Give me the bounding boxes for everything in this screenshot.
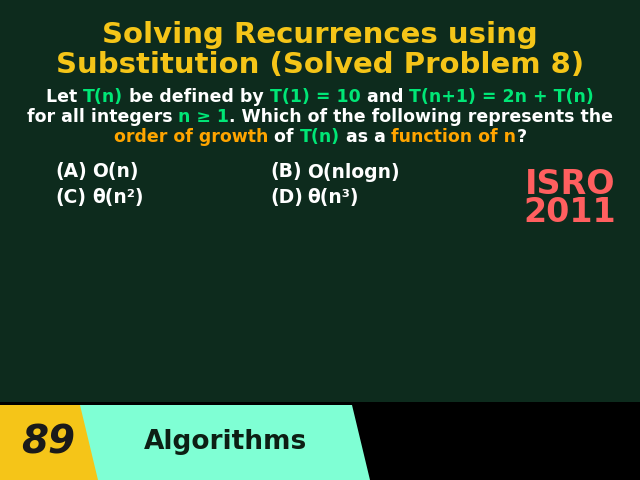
Text: Let: Let: [46, 88, 83, 106]
Text: T(n): T(n): [300, 128, 339, 146]
Text: as a: as a: [339, 128, 392, 146]
Text: ?: ?: [516, 128, 527, 146]
Polygon shape: [80, 405, 370, 480]
Text: 89: 89: [21, 423, 75, 461]
Text: T(1) = 10: T(1) = 10: [270, 88, 361, 106]
Text: θ(n²): θ(n²): [92, 188, 143, 206]
Text: (B): (B): [270, 163, 301, 181]
Text: θ(n³): θ(n³): [307, 188, 358, 206]
Text: O(n): O(n): [92, 163, 138, 181]
Text: Substitution (Solved Problem 8): Substitution (Solved Problem 8): [56, 51, 584, 79]
Text: . Which of the following represents the: . Which of the following represents the: [229, 108, 613, 126]
Text: Algorithms: Algorithms: [143, 429, 307, 455]
Text: order of growth: order of growth: [113, 128, 268, 146]
Text: 2011: 2011: [524, 195, 616, 228]
Text: n ≥ 1: n ≥ 1: [179, 108, 229, 126]
Text: (D): (D): [270, 188, 303, 206]
Text: and: and: [361, 88, 410, 106]
Text: be defined by: be defined by: [124, 88, 270, 106]
Polygon shape: [0, 405, 115, 480]
Text: T(n): T(n): [83, 88, 124, 106]
Text: of: of: [268, 128, 300, 146]
Text: ISRO: ISRO: [525, 168, 615, 202]
Text: (A): (A): [55, 163, 87, 181]
Text: for all integers: for all integers: [27, 108, 179, 126]
Text: T(n+1) = 2n + T(n): T(n+1) = 2n + T(n): [410, 88, 594, 106]
Text: O(nlogn): O(nlogn): [307, 163, 399, 181]
Text: (C): (C): [55, 188, 86, 206]
FancyBboxPatch shape: [0, 402, 640, 480]
Text: function of n: function of n: [392, 128, 516, 146]
Text: Solving Recurrences using: Solving Recurrences using: [102, 21, 538, 49]
